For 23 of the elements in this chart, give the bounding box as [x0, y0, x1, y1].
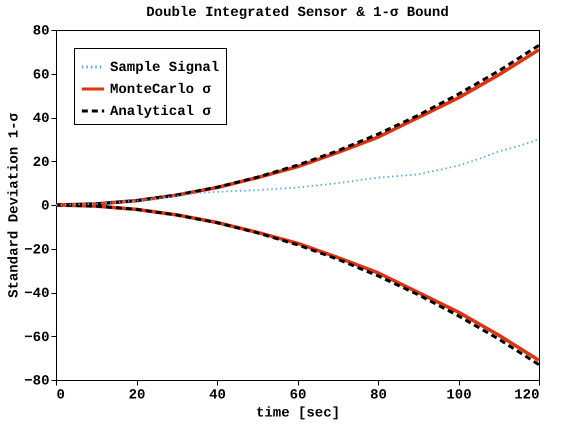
x-axis-title: time [sec] — [256, 406, 340, 422]
y-tick-label: 20 — [32, 154, 50, 171]
y-tick-label: 40 — [32, 111, 50, 127]
y-tick-label: 80 — [32, 24, 50, 40]
legend-label: Analytical σ — [110, 104, 212, 120]
y-tick-label: −40 — [24, 286, 50, 302]
y-tick-label: 0 — [41, 198, 50, 214]
x-tick-label: 60 — [290, 388, 306, 404]
chart-title: Double Integrated Sensor & 1-σ Bound — [146, 5, 449, 21]
y-tick-label: −20 — [24, 242, 50, 258]
y-tick-label: −60 — [24, 330, 50, 346]
x-tick-label: 80 — [370, 388, 387, 404]
legend-label: Sample Signal — [110, 60, 220, 76]
x-tick-label: 0 — [56, 388, 65, 404]
x-tick-label: 100 — [446, 388, 472, 404]
x-tick-label: 120 — [514, 388, 540, 404]
x-tick-label: 40 — [209, 388, 226, 404]
line-series — [55, 138, 540, 206]
y-axis-title: Standard Deviation 1-σ — [6, 112, 22, 298]
x-tick-label: 20 — [128, 388, 146, 404]
legend-label: MonteCarlo σ — [110, 82, 212, 98]
y-tick-label: 60 — [32, 67, 50, 84]
y-tick-label: −80 — [24, 374, 50, 390]
